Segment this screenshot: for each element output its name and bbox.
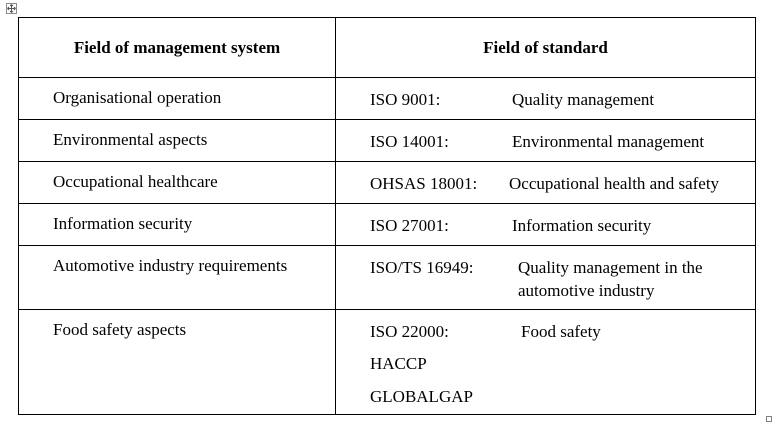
header-field-of-management-system: Field of management system <box>18 17 336 78</box>
management-field-cell: Occupational healthcare <box>18 161 336 204</box>
management-field-cell: Environmental aspects <box>18 119 336 162</box>
standard-cell: ISO 14001: Environmental management <box>335 119 756 162</box>
standard-name: Quality management <box>512 90 655 109</box>
management-field-cell: Food safety aspects <box>18 309 336 415</box>
standard-code: ISO 14001: <box>370 132 449 151</box>
standard-cell: ISO 27001: Information security <box>335 203 756 246</box>
table-row: Information security ISO 27001: Informat… <box>18 203 756 246</box>
table-header-row: Field of management system Field of stan… <box>18 17 756 78</box>
table-row: Occupational healthcare OHSAS 18001: Occ… <box>18 161 756 204</box>
standard-cell: ISO 9001: Quality management <box>335 77 756 120</box>
standard-cell: ISO/TS 16949: Quality management in the … <box>335 245 756 310</box>
standard-name: Food safety <box>521 322 601 341</box>
standard-name: Quality management in the automotive ind… <box>518 258 703 300</box>
additional-standard: HACCP <box>370 354 427 373</box>
table-row: Food safety aspects ISO 22000: Food safe… <box>18 309 756 415</box>
management-field-cell: Organisational operation <box>18 77 336 120</box>
standard-name: Information security <box>512 216 652 235</box>
standard-code: OHSAS 18001: <box>370 174 478 193</box>
management-field-cell: Information security <box>18 203 336 246</box>
standard-cell: ISO 22000: Food safety HACCP GLOBALGAP <box>335 309 756 415</box>
management-field-cell: Automotive industry requirements <box>18 245 336 310</box>
standard-code: ISO 9001: <box>370 90 441 109</box>
table-row: Organisational operation ISO 9001: Quali… <box>18 77 756 120</box>
table-move-handle-icon[interactable] <box>6 3 17 14</box>
standards-table-container: Field of management system Field of stan… <box>18 17 756 415</box>
additional-standard: GLOBALGAP <box>370 387 473 406</box>
standard-name: Occupational health and safety <box>509 174 720 193</box>
standard-code: ISO 27001: <box>370 216 449 235</box>
header-field-of-standard: Field of standard <box>335 17 756 78</box>
table-resize-handle[interactable] <box>766 416 772 422</box>
table-row: Automotive industry requirements ISO/TS … <box>18 245 756 310</box>
standard-code: ISO 22000: <box>370 322 449 341</box>
standard-code: ISO/TS 16949: <box>370 258 474 277</box>
standard-cell: OHSAS 18001: Occupational health and saf… <box>335 161 756 204</box>
standards-table: Field of management system Field of stan… <box>18 17 756 415</box>
standard-name: Environmental management <box>512 132 705 151</box>
table-row: Environmental aspects ISO 14001: Environ… <box>18 119 756 162</box>
